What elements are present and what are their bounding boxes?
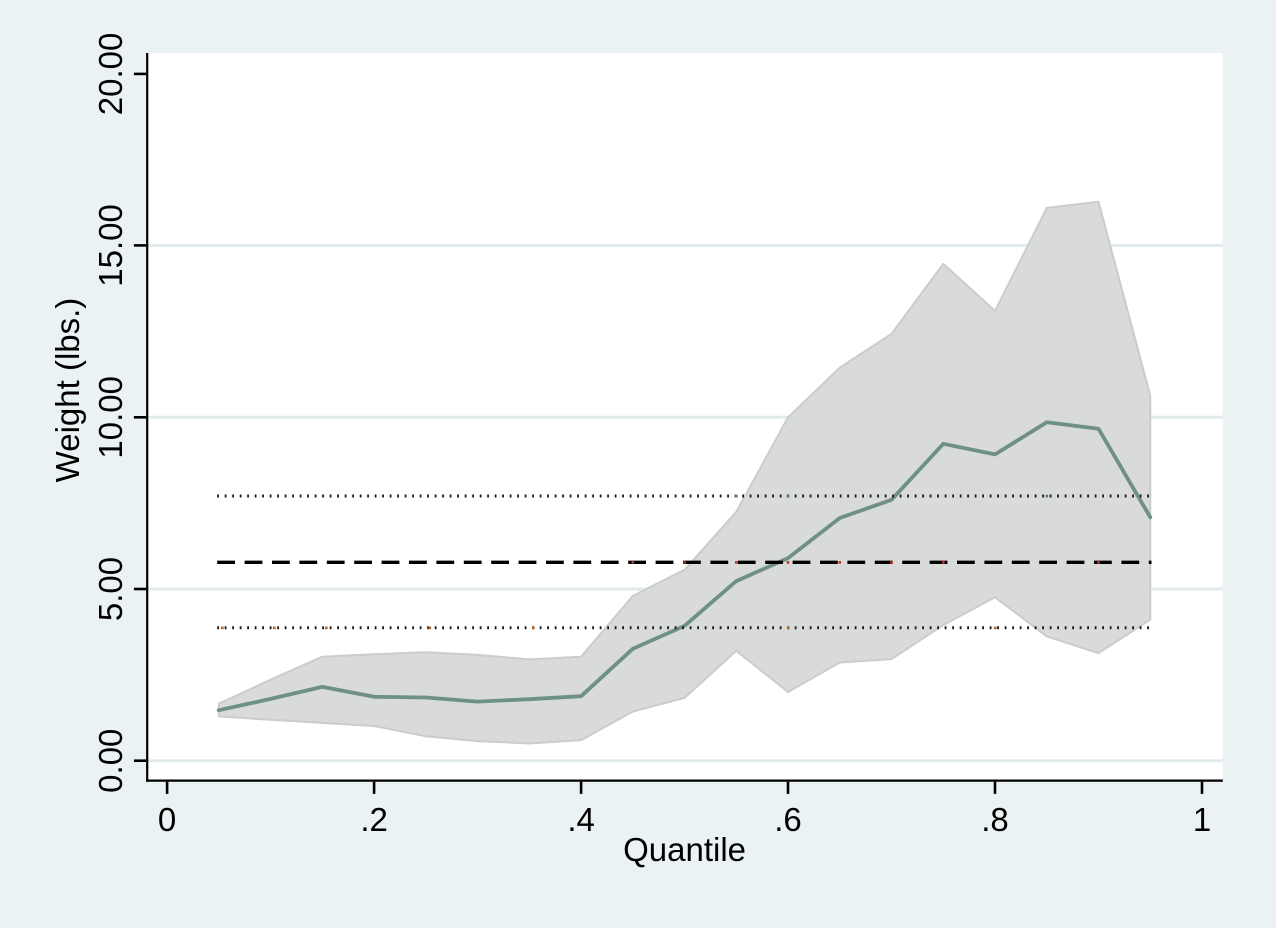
svg-text:20.00: 20.00 <box>92 33 129 116</box>
svg-text:.6: .6 <box>774 801 802 838</box>
svg-text:10.00: 10.00 <box>92 376 129 459</box>
svg-text:0: 0 <box>158 801 176 838</box>
svg-text:Weight (lbs.): Weight (lbs.) <box>49 298 86 483</box>
svg-text:.4: .4 <box>567 801 595 838</box>
svg-text:5.00: 5.00 <box>92 557 129 621</box>
svg-text:.8: .8 <box>981 801 1009 838</box>
svg-text:.2: .2 <box>360 801 388 838</box>
svg-text:15.00: 15.00 <box>92 204 129 287</box>
svg-text:Quantile: Quantile <box>623 831 746 868</box>
svg-text:1: 1 <box>1193 801 1211 838</box>
svg-text:0.00: 0.00 <box>92 729 129 793</box>
